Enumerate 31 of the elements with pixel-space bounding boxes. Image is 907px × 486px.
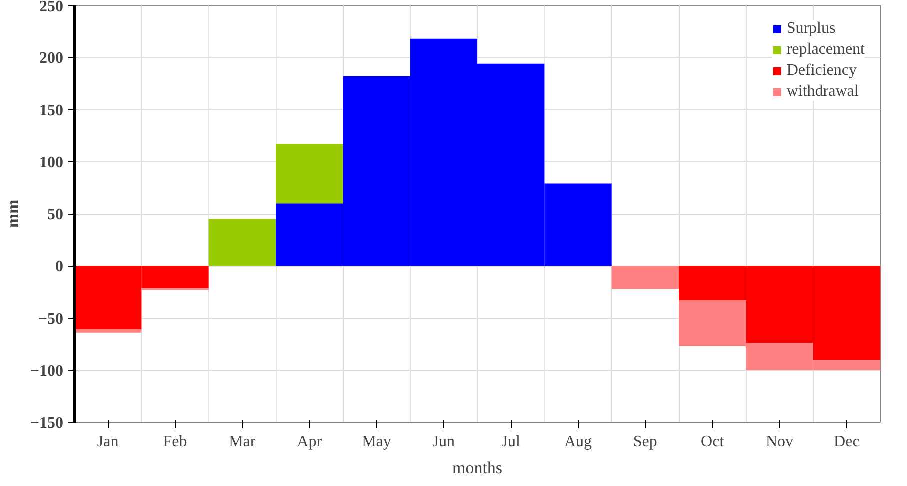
x-tick-label: Mar xyxy=(229,434,256,450)
x-tick-label: Apr xyxy=(297,434,323,450)
legend-label: Deficiency xyxy=(786,62,858,80)
bar xyxy=(208,219,276,266)
y-tick-label: −100 xyxy=(30,362,64,380)
y-tick-label: 150 xyxy=(40,102,64,120)
x-tick-label: Nov xyxy=(766,434,794,450)
bar xyxy=(276,144,344,204)
y-tick-label: −50 xyxy=(38,310,64,328)
y-tick-label: 0 xyxy=(56,258,64,276)
x-tick-label: Jan xyxy=(97,434,119,450)
bar xyxy=(74,330,142,333)
y-tick-label: 250 xyxy=(40,0,64,16)
bar xyxy=(612,266,679,290)
y-tick-label: 100 xyxy=(40,154,64,172)
y-tick-label: 50 xyxy=(48,206,64,224)
x-axis-title: months xyxy=(452,458,503,478)
x-tick-label: Sep xyxy=(633,434,658,450)
y-tick-label: −150 xyxy=(30,415,64,432)
y-axis-title: mm xyxy=(3,200,22,228)
legend-label: withdrawal xyxy=(786,83,859,101)
x-tick-label: Jun xyxy=(432,434,456,450)
x-tick-label: Oct xyxy=(701,434,725,450)
y-tick-label: 200 xyxy=(40,50,64,68)
x-tick-label: Dec xyxy=(834,434,860,450)
x-tick-label: Aug xyxy=(564,434,592,450)
x-tick-label: Jul xyxy=(502,434,521,450)
x-tick-label: Feb xyxy=(163,434,188,450)
legend-label: Surplus xyxy=(786,20,836,38)
x-tick-label: May xyxy=(362,434,392,450)
legend-label: replacement xyxy=(786,41,865,59)
